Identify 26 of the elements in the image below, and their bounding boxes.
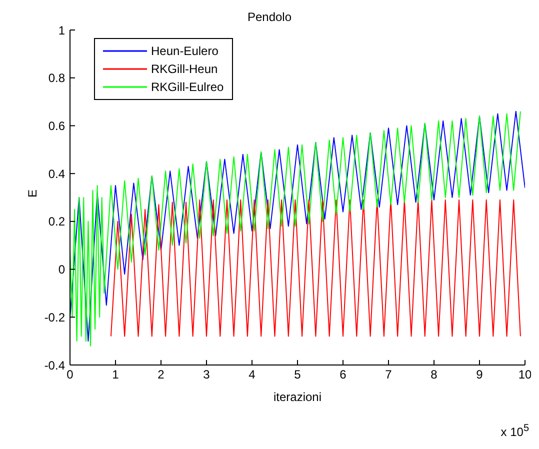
x-tick-label: 9: [476, 368, 484, 382]
y-tick-label: 0.4: [48, 166, 66, 181]
y-tick-label: 1: [58, 23, 66, 38]
x-tick-label: 4: [248, 368, 256, 382]
x-tick-label: 3: [203, 368, 210, 382]
chart-title: Pendolo: [246, 10, 293, 24]
text: x 10$^{5}$: [500, 423, 529, 439]
y-tick-label: 0: [58, 262, 66, 277]
x-tick-label: 8: [430, 368, 438, 382]
y-tick-label: -0.2: [44, 310, 66, 324]
y-axis-title: E: [25, 189, 40, 198]
x-tick-label: 6: [340, 368, 347, 382]
x-tick-label: 10: [518, 368, 532, 382]
x-axis-title: iterazioni: [273, 390, 322, 404]
legend-label: Heun-Eulero: [151, 44, 218, 58]
x-tick-label: 1: [112, 368, 120, 382]
y-tick-label: 0.6: [48, 118, 66, 133]
x-tick-label: 5: [294, 368, 302, 382]
legend-label: RKGill-Heun: [151, 62, 218, 76]
line-series: [110, 199, 521, 337]
y-tick-label: 0.2: [48, 214, 66, 229]
y-tick-label: 0.8: [48, 71, 66, 86]
x-tick-label: 7: [385, 368, 392, 382]
x-tick-label: 2: [158, 368, 165, 382]
legend-label: RKGill-Eulreo: [151, 80, 224, 94]
y-tick-label: -0.4: [44, 358, 66, 372]
